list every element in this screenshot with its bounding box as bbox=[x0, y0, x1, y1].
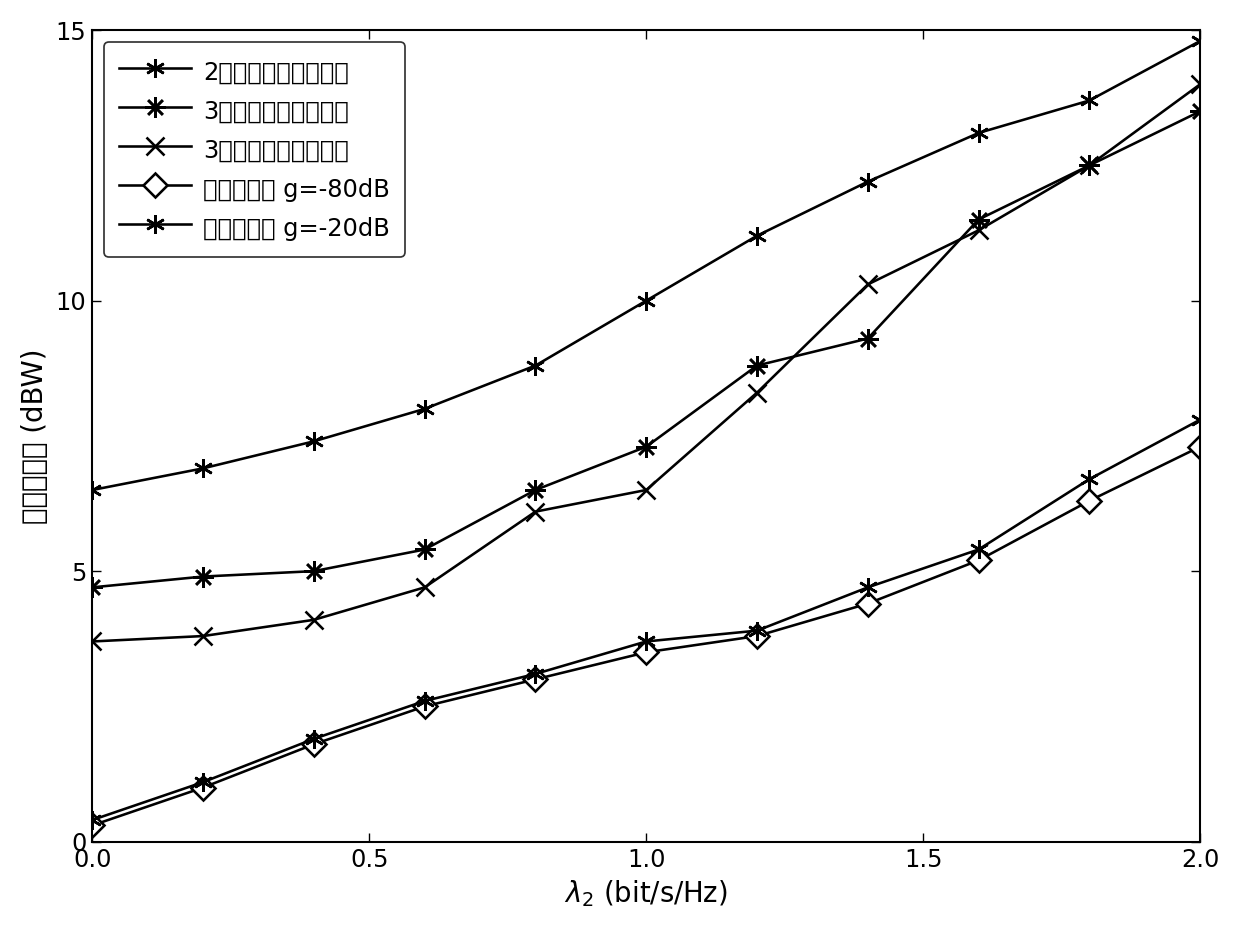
3时隙网络编码半双工 bbox=[861, 333, 875, 344]
3时隙叠加编码半双工 bbox=[750, 387, 765, 398]
所提算法， g=-20dB bbox=[639, 636, 653, 647]
Legend: 2时隙放大转发半双工, 3时隙网络编码半双工, 3时隙叠加编码半双工, 所提算法， g=-80dB, 所提算法， g=-20dB: 2时隙放大转发半双工, 3时隙网络编码半双工, 3时隙叠加编码半双工, 所提算法… bbox=[104, 42, 404, 257]
所提算法， g=-80dB bbox=[971, 554, 986, 565]
2时隙放大转发半双工 bbox=[639, 295, 653, 306]
3时隙网络编码半双工 bbox=[639, 441, 653, 452]
3时隙叠加编码半双工 bbox=[971, 225, 986, 236]
所提算法， g=-80dB bbox=[861, 598, 875, 609]
Line: 2时隙放大转发半双工: 2时隙放大转发半双工 bbox=[83, 32, 1209, 499]
2时隙放大转发半双工 bbox=[1193, 35, 1208, 46]
3时隙网络编码半双工 bbox=[750, 360, 765, 371]
Line: 3时隙网络编码半双工: 3时隙网络编码半双工 bbox=[82, 101, 1210, 598]
3时隙叠加编码半双工 bbox=[417, 582, 432, 593]
2时隙放大转发半双工 bbox=[971, 127, 986, 139]
所提算法， g=-20dB bbox=[1193, 414, 1208, 425]
3时隙网络编码半双工 bbox=[84, 582, 99, 593]
所提算法， g=-80dB bbox=[417, 701, 432, 712]
3时隙叠加编码半双工 bbox=[84, 636, 99, 647]
所提算法， g=-80dB bbox=[639, 646, 653, 658]
Line: 3时隙叠加编码半双工: 3时隙叠加编码半双工 bbox=[84, 75, 1209, 650]
3时隙叠加编码半双工 bbox=[306, 614, 321, 625]
所提算法， g=-80dB bbox=[84, 820, 99, 831]
2时隙放大转发半双工 bbox=[306, 436, 321, 447]
Line: 所提算法， g=-80dB: 所提算法， g=-80dB bbox=[84, 438, 1209, 834]
3时隙网络编码半双工 bbox=[417, 544, 432, 555]
2时隙放大转发半双工 bbox=[1083, 95, 1097, 106]
3时隙叠加编码半双工 bbox=[861, 279, 875, 290]
2时隙放大转发半双工 bbox=[196, 463, 211, 474]
3时隙网络编码半双工 bbox=[306, 565, 321, 577]
所提算法， g=-20dB bbox=[971, 544, 986, 555]
2时隙放大转发半双工 bbox=[750, 230, 765, 241]
所提算法， g=-20dB bbox=[84, 815, 99, 826]
2时隙放大转发半双工 bbox=[417, 404, 432, 415]
所提算法， g=-80dB bbox=[1193, 441, 1208, 452]
3时隙网络编码半双工 bbox=[528, 485, 543, 496]
所提算法， g=-80dB bbox=[1083, 496, 1097, 507]
3时隙叠加编码半双工 bbox=[639, 485, 653, 496]
3时隙网络编码半双工 bbox=[1193, 106, 1208, 117]
所提算法， g=-20dB bbox=[750, 625, 765, 636]
3时隙网络编码半双工 bbox=[1083, 160, 1097, 171]
3时隙网络编码半双工 bbox=[971, 214, 986, 225]
2时隙放大转发半双工 bbox=[528, 360, 543, 371]
所提算法， g=-20dB bbox=[861, 582, 875, 593]
所提算法， g=-20dB bbox=[417, 696, 432, 707]
Line: 所提算法， g=-20dB: 所提算法， g=-20dB bbox=[83, 410, 1209, 830]
3时隙叠加编码半双工 bbox=[1193, 79, 1208, 90]
所提算法， g=-20dB bbox=[306, 733, 321, 744]
3时隙叠加编码半双工 bbox=[1083, 160, 1097, 171]
2时隙放大转发半双工 bbox=[861, 176, 875, 187]
所提算法， g=-20dB bbox=[196, 777, 211, 788]
所提算法， g=-20dB bbox=[1083, 473, 1097, 485]
Y-axis label: 总发射功率 (dBW): 总发射功率 (dBW) bbox=[21, 348, 48, 524]
3时隙叠加编码半双工 bbox=[196, 631, 211, 642]
所提算法， g=-80dB bbox=[528, 673, 543, 684]
所提算法， g=-80dB bbox=[196, 782, 211, 793]
所提算法， g=-80dB bbox=[306, 738, 321, 750]
X-axis label: $\lambda_2$ (bit/s/Hz): $\lambda_2$ (bit/s/Hz) bbox=[564, 879, 728, 910]
所提算法， g=-20dB bbox=[528, 669, 543, 680]
2时隙放大转发半双工 bbox=[84, 485, 99, 496]
所提算法， g=-80dB bbox=[750, 631, 765, 642]
3时隙叠加编码半双工 bbox=[528, 506, 543, 517]
3时隙网络编码半双工 bbox=[196, 571, 211, 582]
